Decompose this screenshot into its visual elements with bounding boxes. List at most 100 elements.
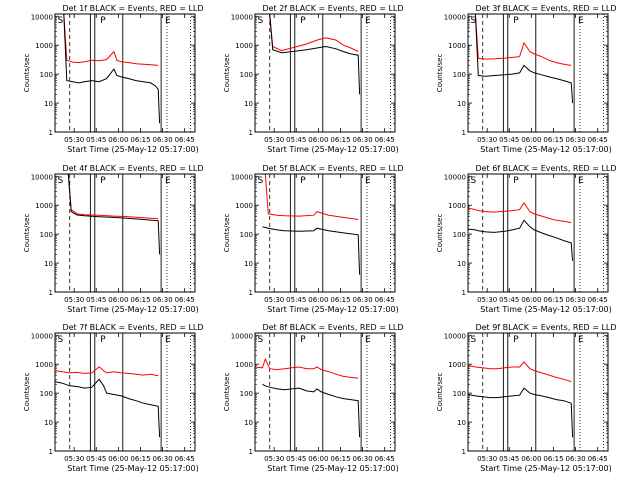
panel-4-marker-p: P [100, 176, 106, 186]
panel-7-marker-e: E [165, 335, 171, 345]
panel-5-frame [254, 173, 396, 293]
panel-1-xtick-label: 05:45 [86, 136, 106, 144]
panel-9-ytick-label: 10 [457, 419, 466, 427]
panel-5-marker-s: S [257, 176, 263, 186]
panel-9-ytick-label: 10000 [444, 332, 466, 340]
panel-5-title: Det 5f BLACK = Events, RED = LLD [262, 164, 403, 173]
panel-9-xtick-label: 06:30 [565, 455, 585, 463]
panel-7-ytick-label: 100 [40, 390, 53, 398]
panel-2-group: Det 2f BLACK = Events, RED = LLD Counts/s… [223, 4, 404, 154]
panel-9-xtick-label: 06:45 [588, 455, 608, 463]
panel-6-xtick-label: 05:30 [477, 296, 497, 304]
panel-2-ytick-label: 10000 [231, 13, 253, 21]
panel-6-ytick-label: 100 [453, 231, 466, 239]
panel-3-frame [467, 13, 609, 133]
panel-6-ytick-label: 1 [462, 289, 466, 297]
panel-9-title: Det 9f BLACK = Events, RED = LLD [475, 323, 616, 332]
panel-1-series-lld [55, 13, 159, 66]
panel-2-marker-p: P [300, 16, 306, 26]
panel-6-ylabel: Counts/sec [436, 214, 444, 253]
panel-3-xtick-label: 06:45 [588, 136, 608, 144]
panel-4-ytick-label: 1000 [35, 202, 53, 210]
panel-3-ytick-label: 10 [457, 100, 466, 108]
panel-7-ylabel: Counts/sec [23, 373, 31, 412]
panel-9-ytick-label: 1 [462, 448, 466, 456]
panel-1-xtick-label: 06:30 [152, 136, 172, 144]
panel-1-frame [54, 13, 196, 133]
panel-3-xtick-label: 06:00 [521, 136, 541, 144]
panel-3-marker-s: S [470, 16, 476, 26]
panel-7-ytick-label: 10000 [31, 332, 53, 340]
panel-9-xtick-label: 05:30 [477, 455, 497, 463]
panel-5-series-lld [255, 173, 359, 220]
panel-1-marker-p: P [100, 16, 106, 26]
panel-8-xtick-label: 06:30 [352, 455, 372, 463]
panel-8-title: Det 8f BLACK = Events, RED = LLD [262, 323, 403, 332]
panel-1-xtick-label: 06:00 [108, 136, 128, 144]
panel-2-ytick-label: 100 [240, 71, 253, 79]
panel-7-group: Det 7f BLACK = Events, RED = LLD Counts/s… [23, 323, 204, 473]
panel-8-series-lld [254, 357, 359, 379]
panel-7-series-events [54, 378, 161, 438]
panel-8-marker-s: S [257, 335, 263, 345]
panel-4-marker-e: E [165, 176, 171, 186]
panel-6-series-lld [467, 201, 572, 224]
panel-9-series-lld [467, 361, 572, 383]
panel-2-frame [254, 13, 396, 133]
panel-1-title: Det 1f BLACK = Events, RED = LLD [62, 4, 203, 13]
panel-4-ytick-label: 10 [44, 260, 53, 268]
panel-8-frame [254, 332, 396, 452]
panel-8-marker-p: P [300, 335, 306, 345]
panel-5-xtick-label: 05:30 [264, 296, 284, 304]
panel-1-group: Det 1f BLACK = Events, RED = LLD Counts/s… [23, 4, 204, 154]
panel-3-ytick-label: 10000 [444, 13, 466, 21]
panel-7-ytick-label: 1 [49, 448, 53, 456]
panel-2-ytick-label: 1000 [235, 42, 253, 50]
panel-9-ytick-label: 1000 [448, 361, 466, 369]
panel-7-xtick-label: 06:30 [152, 455, 172, 463]
panel-8-ytick-label: 1 [249, 448, 253, 456]
panel-9-xtick-label: 06:00 [521, 455, 541, 463]
panel-1-xtick-label: 05:30 [64, 136, 84, 144]
panel-3-series-events [468, 13, 574, 104]
panel-9-series-events [467, 387, 574, 438]
panel-8-ytick-label: 10 [244, 419, 253, 427]
panel-2-xtick-label: 06:30 [352, 136, 372, 144]
panel-5-ytick-label: 1000 [235, 202, 253, 210]
panel-7-frame [54, 332, 196, 452]
panel-8-xtick-label: 06:45 [375, 455, 395, 463]
panel-1-ytick-label: 1 [49, 129, 53, 137]
panel-4-frame [54, 173, 196, 293]
panel-4-group: Det 4f BLACK = Events, RED = LLD Counts/s… [23, 164, 204, 314]
panel-5-ytick-label: 10000 [231, 173, 253, 181]
panel-8-xtick-label: 05:45 [286, 455, 306, 463]
panel-6-frame [467, 173, 609, 293]
panel-7-xlabel: Start Time (25-May-12 05:17:00) [67, 464, 198, 473]
panel-7-xtick-label: 05:30 [64, 455, 84, 463]
panel-5-marker-e: E [365, 176, 371, 186]
panel-4-xtick-label: 06:30 [152, 296, 172, 304]
panel-6-marker-e: E [578, 176, 584, 186]
panel-3-series-lld [468, 13, 572, 66]
panel-6-xlabel: Start Time (25-May-12 05:17:00) [480, 305, 611, 314]
panel-5-series-events [262, 226, 361, 275]
panel-6-marker-s: S [470, 176, 476, 186]
panel-5-marker-p: P [300, 176, 306, 186]
panel-4-ytick-label: 1 [49, 289, 53, 297]
panel-4-ylabel: Counts/sec [23, 214, 31, 253]
panel-6-ytick-label: 1000 [448, 202, 466, 210]
panel-5-xtick-label: 06:00 [308, 296, 328, 304]
panel-2-marker-s: S [257, 16, 263, 26]
panel-9-marker-e: E [578, 335, 584, 345]
panel-1-ytick-label: 10 [44, 100, 53, 108]
panel-3-xtick-label: 06:30 [565, 136, 585, 144]
panel-5-group: Det 5f BLACK = Events, RED = LLD Counts/s… [223, 164, 404, 314]
panel-7-title: Det 7f BLACK = Events, RED = LLD [62, 323, 203, 332]
panel-4-xtick-label: 06:00 [108, 296, 128, 304]
panel-2-xtick-label: 06:00 [308, 136, 328, 144]
panel-2-ytick-label: 10 [244, 100, 253, 108]
panel-8-xtick-label: 06:15 [330, 455, 350, 463]
panel-7-ytick-label: 10 [44, 419, 53, 427]
panel-1-xtick-label: 06:15 [130, 136, 150, 144]
